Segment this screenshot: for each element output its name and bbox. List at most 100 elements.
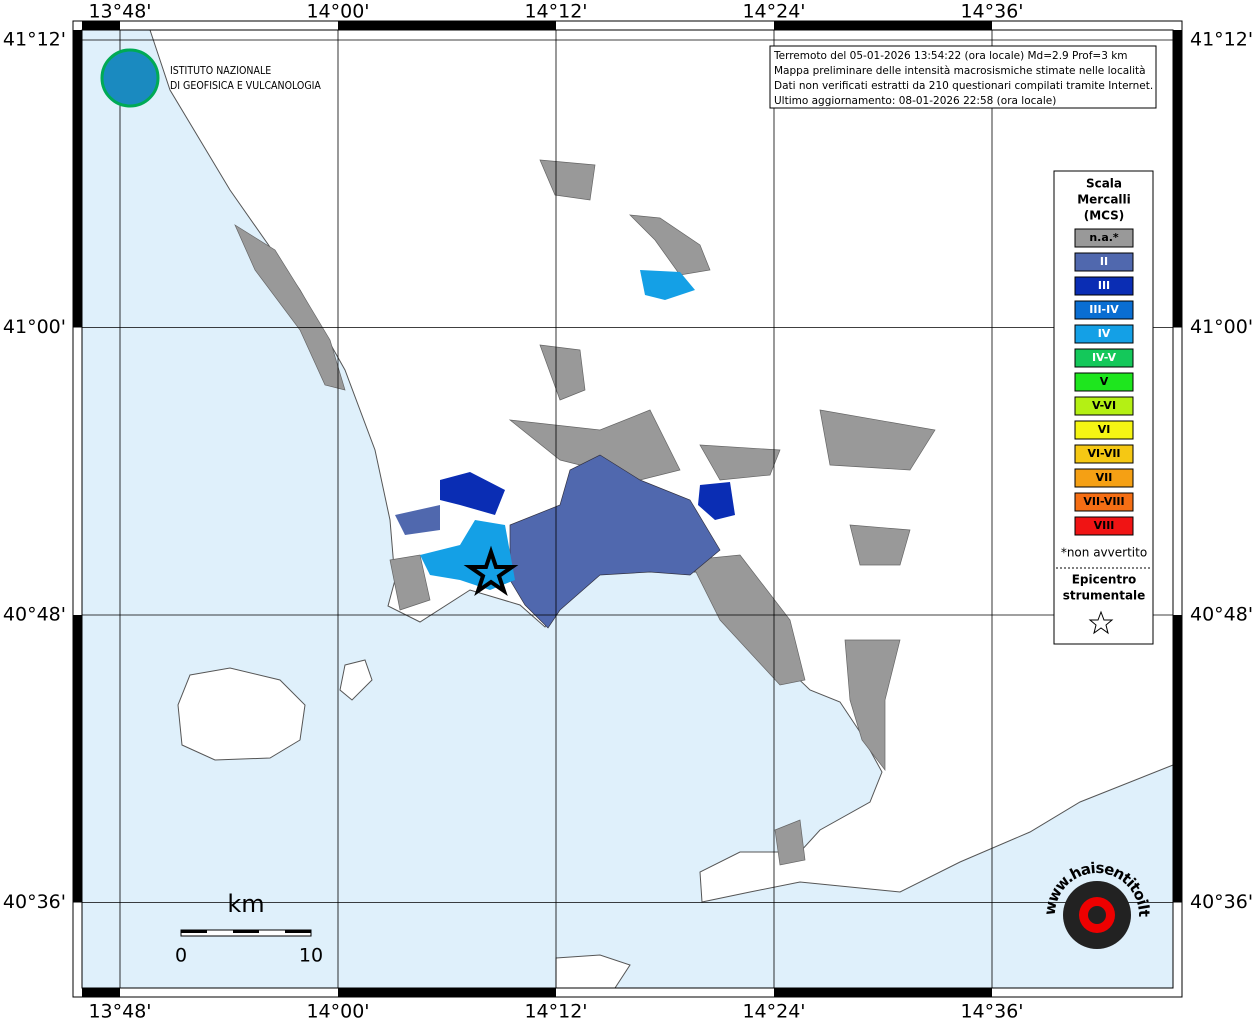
lon-label: 14°12' (524, 1, 587, 23)
header-line: Dati non verificati estratti da 210 ques… (774, 80, 1153, 92)
legend-title: Mercalli (1077, 193, 1131, 207)
legend-swatch (1074, 516, 1134, 536)
area-na (699, 444, 781, 481)
frame-bar (774, 21, 992, 30)
legend-label: VII-VIII (1083, 495, 1124, 508)
legend-swatch (1074, 348, 1134, 368)
frame-bar (73, 30, 82, 40)
frame-bar (338, 21, 556, 30)
lat-label: 41°12' (1190, 29, 1253, 51)
frame-bar (82, 988, 120, 997)
scale-start: 0 (175, 945, 187, 967)
area-ii (509, 454, 721, 629)
legend-label: VIII (1094, 519, 1115, 532)
ingv-logo-line: ISTITUTO NAZIONALE (170, 65, 271, 77)
frame-bar (73, 40, 82, 328)
area-na (844, 639, 901, 772)
legend-swatch (1074, 468, 1134, 488)
intensity-na-areas (234, 159, 936, 866)
legend-label: V (1100, 375, 1109, 388)
area-na (819, 409, 936, 471)
legend-swatch (1074, 444, 1134, 464)
legend-swatch (1074, 228, 1134, 248)
legend-swatch (1074, 324, 1134, 344)
lat-label: 40°36' (3, 891, 66, 913)
area-iv (420, 520, 515, 590)
lat-label: 40°48' (3, 604, 66, 626)
area-iii (698, 482, 735, 520)
area-na (539, 344, 586, 401)
legend-swatch (1074, 420, 1134, 440)
area-na (774, 819, 806, 866)
legend-swatch (1074, 372, 1134, 392)
scale-bar (180, 929, 312, 937)
frame-border (72, 20, 1183, 998)
legend-swatch (1074, 252, 1134, 272)
header-box (769, 45, 1157, 109)
island-ischia (177, 667, 306, 761)
lat-label: 41°00' (3, 316, 66, 338)
legend-label: II (1100, 255, 1108, 268)
area-ii (395, 505, 440, 535)
lon-label: 13°48' (88, 1001, 151, 1023)
ingv-logo-icon (100, 48, 160, 108)
header-line: Terremoto del 05-01-2026 13:54:22 (ora l… (773, 50, 1128, 62)
lon-label: 13°48' (88, 1, 151, 23)
lat-label: 40°36' (1190, 891, 1253, 913)
legend-label: III (1098, 279, 1110, 292)
legend-label: n.a.* (1089, 231, 1119, 244)
legend-epicenter: strumentale (1063, 589, 1146, 603)
area-na (508, 409, 681, 481)
legend-swatch (1074, 300, 1134, 320)
legend-swatch (1074, 396, 1134, 416)
legend-epicenter: Epicentro (1072, 573, 1137, 587)
legend-label: V-VI (1092, 399, 1116, 412)
legend-note: *non avvertito (1061, 546, 1147, 560)
legend-title: Scala (1086, 177, 1122, 191)
area-na (689, 554, 806, 686)
lon-label: 14°00' (306, 1001, 369, 1023)
legend-label: IV (1098, 327, 1111, 340)
area-na (539, 159, 596, 201)
lat-label: 40°48' (1190, 604, 1253, 626)
legend-label: IV-V (1092, 351, 1117, 364)
scale-end: 10 (299, 945, 323, 967)
legend-label: VII (1096, 471, 1113, 484)
lon-label: 14°24' (742, 1001, 805, 1023)
legend-title: (MCS) (1084, 209, 1125, 223)
frame-bar (82, 21, 120, 30)
frame-bar (338, 988, 556, 997)
lat-label: 41°12' (3, 29, 66, 51)
epicenter-star (463, 545, 519, 597)
legend-label: VI-VII (1087, 447, 1120, 460)
lon-label: 14°36' (960, 1001, 1023, 1023)
frame-bar (73, 615, 82, 903)
site-logo-icon (1088, 906, 1106, 924)
lon-label: 14°36' (960, 1, 1023, 23)
legend-label: III-IV (1089, 303, 1119, 316)
frame-bar (1173, 30, 1182, 40)
header-line: Mappa preliminare delle intensità macros… (774, 65, 1146, 77)
area-na (389, 554, 431, 611)
frame-border (81, 29, 1174, 989)
legend: ScalaMercalli(MCS)n.a.*IIIIIIII-IVIVIV-V… (1061, 177, 1147, 603)
ingv-logo-line: DI GEOFISICA E VULCANOLOGIA (170, 80, 321, 92)
scale-bar-seg (233, 930, 259, 933)
lon-label: 14°00' (306, 1, 369, 23)
header-line: Ultimo aggiornamento: 08-01-2026 22:58 (… (774, 95, 1056, 107)
scale-bar-seg (285, 930, 311, 933)
lat-label: 41°00' (1190, 316, 1253, 338)
island-procida (339, 659, 373, 701)
area-na (629, 214, 711, 276)
legend-label: VI (1098, 423, 1111, 436)
header-text: Terremoto del 05-01-2026 13:54:22 (ora l… (773, 50, 1153, 107)
area-iv (640, 270, 695, 300)
graticule (82, 30, 1173, 988)
legend-swatch (1074, 492, 1134, 512)
lon-label: 14°12' (524, 1001, 587, 1023)
frame-bar (774, 988, 992, 997)
sea (81, 29, 1174, 989)
scale-bar-seg (181, 930, 207, 933)
area-iii (440, 472, 505, 515)
